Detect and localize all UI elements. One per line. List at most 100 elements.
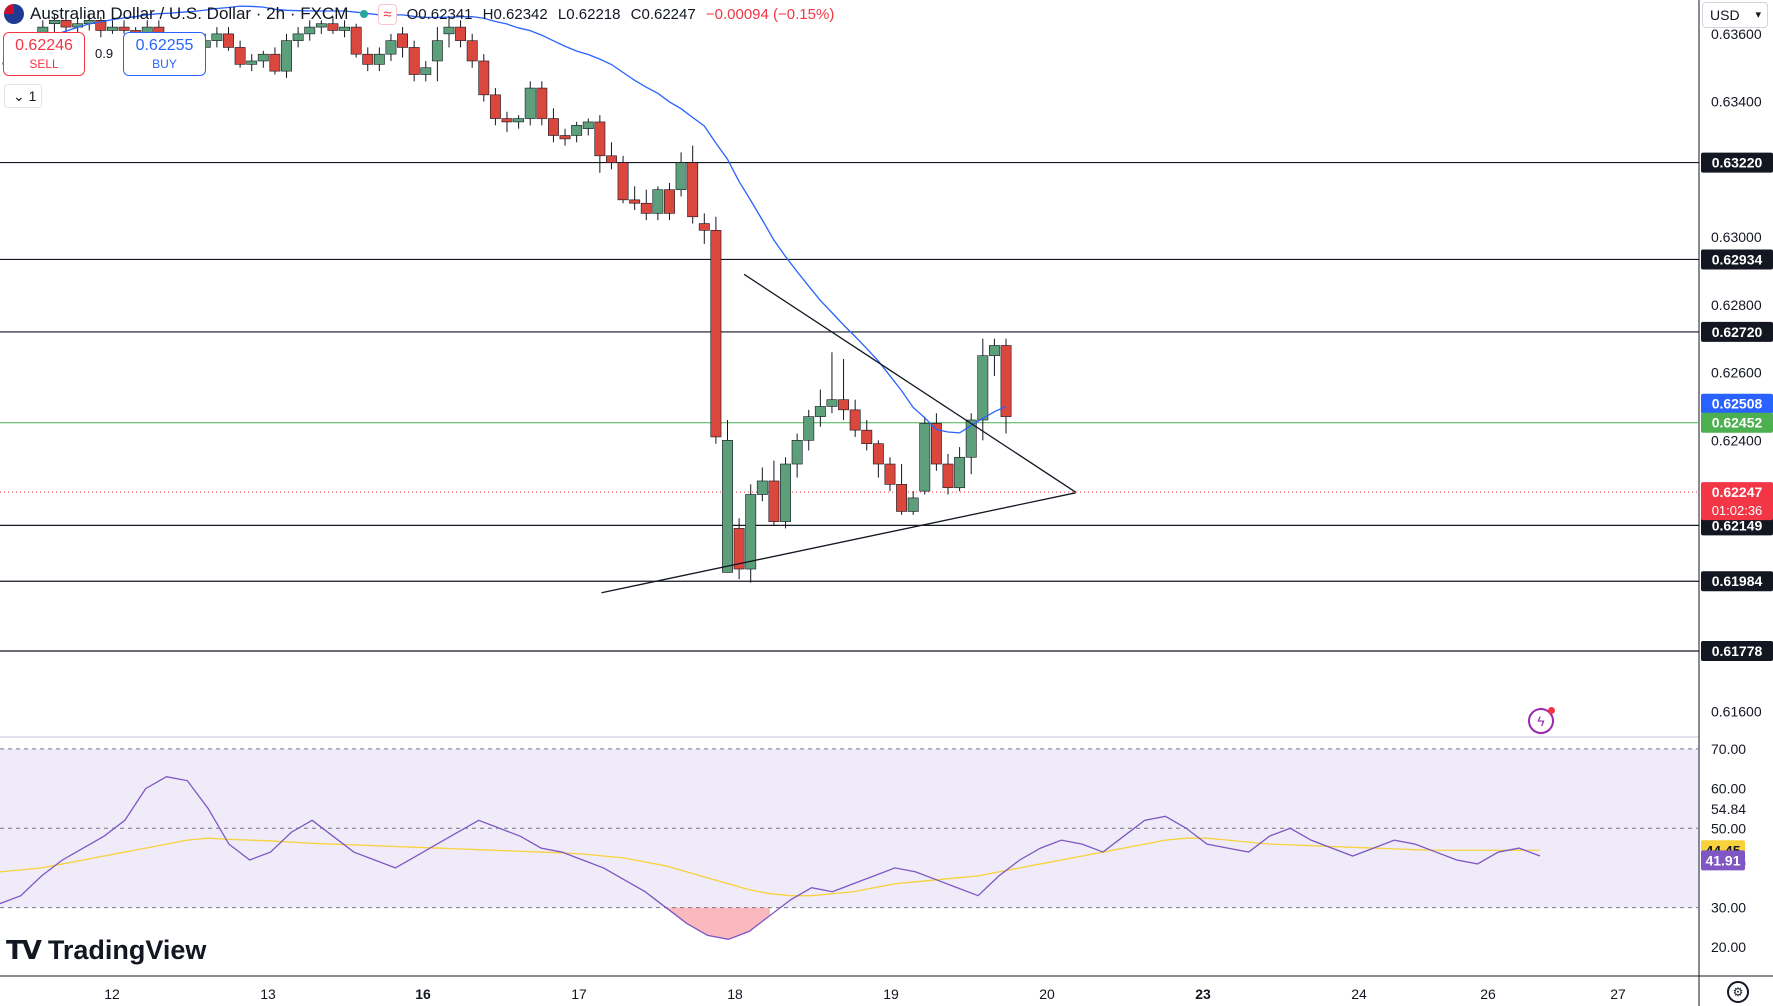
- candle-body: [350, 26, 362, 55]
- candle-body: [489, 94, 501, 119]
- triangle-trendline: [743, 273, 1077, 493]
- candle-body: [478, 60, 490, 96]
- candle-body: [431, 40, 443, 62]
- australia-flag-icon: [4, 4, 24, 24]
- quantity-selector[interactable]: ⌄ 1: [4, 84, 42, 108]
- candle-body: [455, 26, 467, 41]
- price-tick-label: 0.63600: [1711, 26, 1762, 42]
- candle-body: [606, 155, 617, 163]
- candle-body: [594, 121, 606, 157]
- rsi-oversold-fill: [686, 907, 708, 936]
- candle-body: [1000, 345, 1012, 417]
- rsi-value-label: 41.91: [1705, 852, 1740, 868]
- time-tick-label: 26: [1480, 986, 1496, 1002]
- candle-body: [466, 40, 478, 62]
- candle-body: [327, 23, 339, 31]
- change-value: −0.00094 (−0.15%): [705, 5, 835, 23]
- candle-body: [582, 121, 594, 130]
- time-tick-label: 20: [1039, 986, 1055, 1002]
- candle-body: [954, 456, 966, 489]
- candle-body: [896, 484, 908, 512]
- sell-price: 0.62246: [15, 37, 73, 54]
- candle-body: [501, 118, 513, 123]
- price-tick-label: 0.61600: [1711, 703, 1762, 719]
- candle-body: [48, 20, 60, 25]
- candle-body: [60, 20, 72, 28]
- sell-label: SELL: [29, 57, 59, 71]
- candle-body: [942, 463, 954, 489]
- candle-body: [698, 223, 710, 231]
- candle-body: [234, 47, 246, 65]
- candle-body: [884, 463, 896, 485]
- candle-body: [246, 60, 258, 65]
- candle-body: [315, 23, 327, 28]
- time-tick-label: 17: [571, 986, 587, 1002]
- candle-body: [768, 480, 780, 522]
- level-price-label: 0.61984: [1712, 573, 1763, 589]
- candle-body: [269, 53, 281, 72]
- rsi-line: [0, 776, 1541, 940]
- candle-body: [791, 440, 803, 465]
- settings-gear-icon[interactable]: ⚙: [1727, 981, 1749, 1003]
- candle-body: [443, 26, 455, 35]
- candle-body: [257, 53, 269, 62]
- candle-body: [675, 162, 687, 190]
- rsi-oversold-fill: [749, 907, 770, 932]
- buy-label: BUY: [152, 57, 177, 71]
- level-price-label-bg: [1701, 249, 1773, 270]
- candle-body: [977, 355, 989, 421]
- candle-body: [281, 40, 292, 72]
- currency-selector[interactable]: USD ▾: [1702, 2, 1768, 28]
- time-tick-label: 24: [1351, 986, 1367, 1002]
- time-tick-label: 12: [104, 986, 120, 1002]
- candle-body: [722, 440, 733, 573]
- rsi-ma-line: [0, 837, 1540, 897]
- rsi-tick-label: 50.00: [1711, 820, 1746, 836]
- candle-body: [640, 202, 652, 214]
- lightning-alert-icon[interactable]: ϟ: [1528, 707, 1555, 734]
- candle-body: [664, 189, 675, 214]
- candle-body: [107, 26, 118, 31]
- price-tick-label: 0.63000: [1711, 229, 1762, 245]
- level-price-label-bg: [1701, 152, 1773, 173]
- compare-wave-icon[interactable]: ≈: [378, 3, 397, 25]
- rsi-tick-label: 20.00: [1711, 939, 1746, 955]
- price-tick-label: 0.62400: [1711, 432, 1762, 448]
- spread-value: 0.9: [95, 46, 114, 61]
- triangle-trendline: [601, 492, 1076, 594]
- level-price-label-bg: [1701, 571, 1773, 592]
- buy-button[interactable]: 0.62255 BUY: [123, 32, 206, 76]
- symbol-header[interactable]: Australian Dollar / U.S. Dollar · 2h · F…: [0, 0, 840, 28]
- price-tick-label: 0.63400: [1711, 94, 1762, 110]
- candle-body: [814, 406, 826, 417]
- candle-body: [629, 199, 641, 204]
- green-price-label-bg: [1701, 412, 1773, 433]
- level-price-label-bg: [1701, 641, 1773, 661]
- candle-body: [826, 399, 838, 407]
- candle-body: [118, 26, 130, 31]
- symbol-title[interactable]: Australian Dollar / U.S. Dollar · 2h · F…: [30, 4, 349, 23]
- tradingview-logo[interactable]: 𝗧𝗩 TradingView: [6, 935, 206, 966]
- level-price-label: 0.62934: [1712, 251, 1763, 267]
- logo-text: TradingView: [47, 935, 207, 965]
- ohlc-values: O0.62341 H0.62342 L0.62218 C0.62247 −0.0…: [407, 6, 841, 23]
- candle-body: [849, 409, 861, 431]
- candle-body: [861, 429, 873, 445]
- time-tick-label: 13: [260, 986, 276, 1002]
- candle-body: [652, 189, 664, 214]
- current-price-label-bg: [1701, 482, 1773, 521]
- sell-button[interactable]: 0.62246 SELL: [3, 32, 85, 76]
- close-value: C0.62247: [630, 5, 696, 23]
- market-open-dot-icon: [360, 10, 369, 18]
- chevron-down-icon: ▾: [1755, 9, 1761, 21]
- candle-body: [617, 162, 629, 201]
- rsi-tick-label: 60.00: [1711, 781, 1746, 797]
- currency-label: USD: [1710, 7, 1740, 23]
- candle-body: [397, 33, 409, 48]
- candle-body: [907, 497, 919, 512]
- price-tick-label: 0.62600: [1711, 365, 1762, 381]
- candle-body: [362, 53, 374, 65]
- rsi-tick-label: 54.84: [1711, 801, 1746, 817]
- price-tick-label: 0.62800: [1711, 297, 1762, 313]
